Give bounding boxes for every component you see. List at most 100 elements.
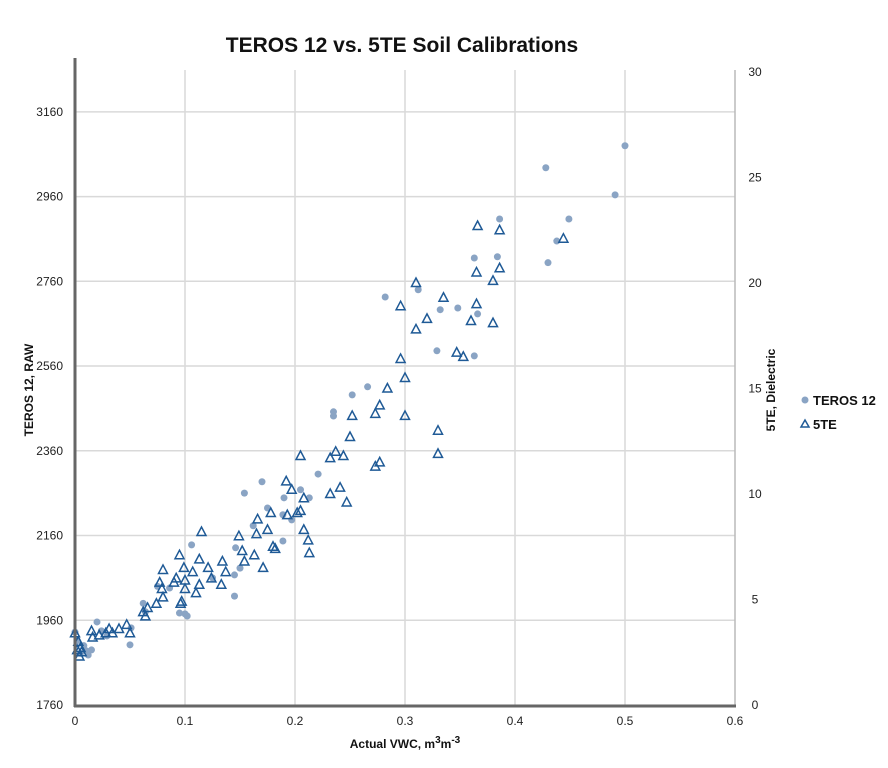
y2-tick-label: 30	[748, 65, 762, 79]
5te-point	[324, 451, 336, 463]
5te-point	[493, 261, 506, 273]
y2-tick-label: 15	[748, 382, 762, 396]
teros-12-point	[454, 304, 462, 312]
x-tick-label: 0	[72, 714, 79, 728]
5te-point	[381, 381, 394, 393]
teros-12-point	[436, 306, 444, 314]
5te-point	[294, 504, 307, 516]
tick-labels: 0 0.1 0.2 0.3 0.4 0.5 0.6 1760 1960 2160 2360 2560 2…	[36, 65, 762, 728]
teros-12-point	[240, 489, 248, 497]
y-tick-label: 2160	[36, 529, 63, 543]
5te-point	[470, 297, 483, 309]
legend-5te-label: 5TE	[813, 417, 837, 432]
teros-12-point	[93, 618, 101, 626]
teros-12-point	[364, 383, 372, 391]
5te-point	[281, 508, 294, 520]
y2-tick-label: 10	[748, 487, 762, 501]
5te-point	[457, 350, 470, 362]
y2-axis-label: 5TE, Dielectric	[764, 348, 778, 431]
legend: TEROS 12 5TE	[799, 393, 876, 432]
5te-point	[178, 561, 190, 573]
5te-point	[100, 626, 112, 638]
5te-point	[250, 527, 263, 539]
5te-point	[437, 291, 450, 303]
y-axis-label: TEROS 12, RAW	[22, 343, 36, 436]
teros-12-point	[297, 486, 304, 494]
5te-point	[394, 299, 407, 311]
teros-12-point	[470, 352, 478, 360]
5te-point	[193, 578, 206, 589]
5te-point	[450, 346, 463, 357]
y2-tick-label: 0	[752, 698, 759, 712]
5te-point	[399, 409, 411, 421]
5te-point	[156, 582, 168, 594]
teros-12-point	[565, 215, 573, 223]
5te-point	[248, 548, 261, 560]
y-tick-label: 1960	[36, 613, 63, 627]
5te-point	[174, 597, 187, 608]
5te-point	[329, 445, 342, 457]
y-tick-label: 2760	[36, 274, 63, 288]
5te-point	[150, 597, 163, 608]
x-tick-label: 0.5	[617, 714, 634, 728]
5te-point	[373, 398, 386, 410]
5te-point	[337, 449, 350, 461]
5te-point	[173, 548, 186, 560]
5te-point	[487, 316, 499, 328]
5te-point	[324, 487, 336, 499]
teros-12-point	[621, 142, 629, 150]
legend-5te-marker	[799, 418, 811, 428]
5te-point	[291, 506, 303, 518]
teros-12-point	[314, 470, 322, 478]
teros-12-point	[280, 494, 288, 502]
teros-12-point	[231, 571, 238, 579]
x-tick-label: 0.1	[177, 714, 194, 728]
5te-point	[432, 447, 444, 459]
5te-point	[346, 409, 358, 421]
5te-point	[294, 449, 307, 461]
teros-12-point	[542, 164, 550, 172]
5te-point	[120, 618, 133, 630]
5te-point	[269, 542, 281, 554]
teros-12-point	[470, 254, 478, 262]
teros-12-point	[188, 541, 196, 549]
y2-tick-label: 20	[748, 276, 762, 290]
teros-12-point	[414, 286, 422, 294]
5te-point	[344, 430, 356, 442]
5te-point	[410, 276, 422, 288]
5te-point	[141, 601, 154, 613]
5te-point	[465, 314, 477, 326]
5te-point	[399, 371, 411, 383]
5te-point	[285, 483, 298, 495]
data-points	[69, 142, 629, 661]
5te-point	[267, 540, 279, 551]
y-tick-label: 2960	[36, 190, 63, 204]
5te-point	[186, 565, 199, 577]
teros-12-point	[258, 478, 266, 486]
5te-point	[86, 630, 99, 642]
5te-point	[471, 219, 484, 231]
5te-point	[179, 582, 191, 594]
teros-12-point	[139, 599, 147, 607]
teros-12-point	[544, 259, 552, 267]
y-tick-label: 1760	[36, 698, 63, 712]
x-axis-label: Actual VWC, m3m-3	[350, 735, 461, 751]
5te-point	[113, 622, 125, 634]
teros-12-point	[279, 537, 287, 545]
5te-point	[302, 533, 314, 545]
teros-12-point	[183, 612, 191, 620]
5te-point	[219, 565, 232, 577]
teros-12-point	[381, 293, 389, 301]
5te-point	[470, 265, 483, 277]
5te-point	[193, 552, 206, 564]
y-tick-label: 2360	[36, 444, 63, 458]
5te-point	[432, 424, 444, 435]
5te-point	[298, 491, 310, 503]
teros-12-point	[330, 412, 337, 420]
5te-point	[369, 407, 382, 419]
5te-point	[280, 474, 292, 486]
legend-teros-marker	[801, 396, 809, 404]
x-tick-label: 0.3	[397, 714, 414, 728]
5te-point	[340, 495, 353, 507]
